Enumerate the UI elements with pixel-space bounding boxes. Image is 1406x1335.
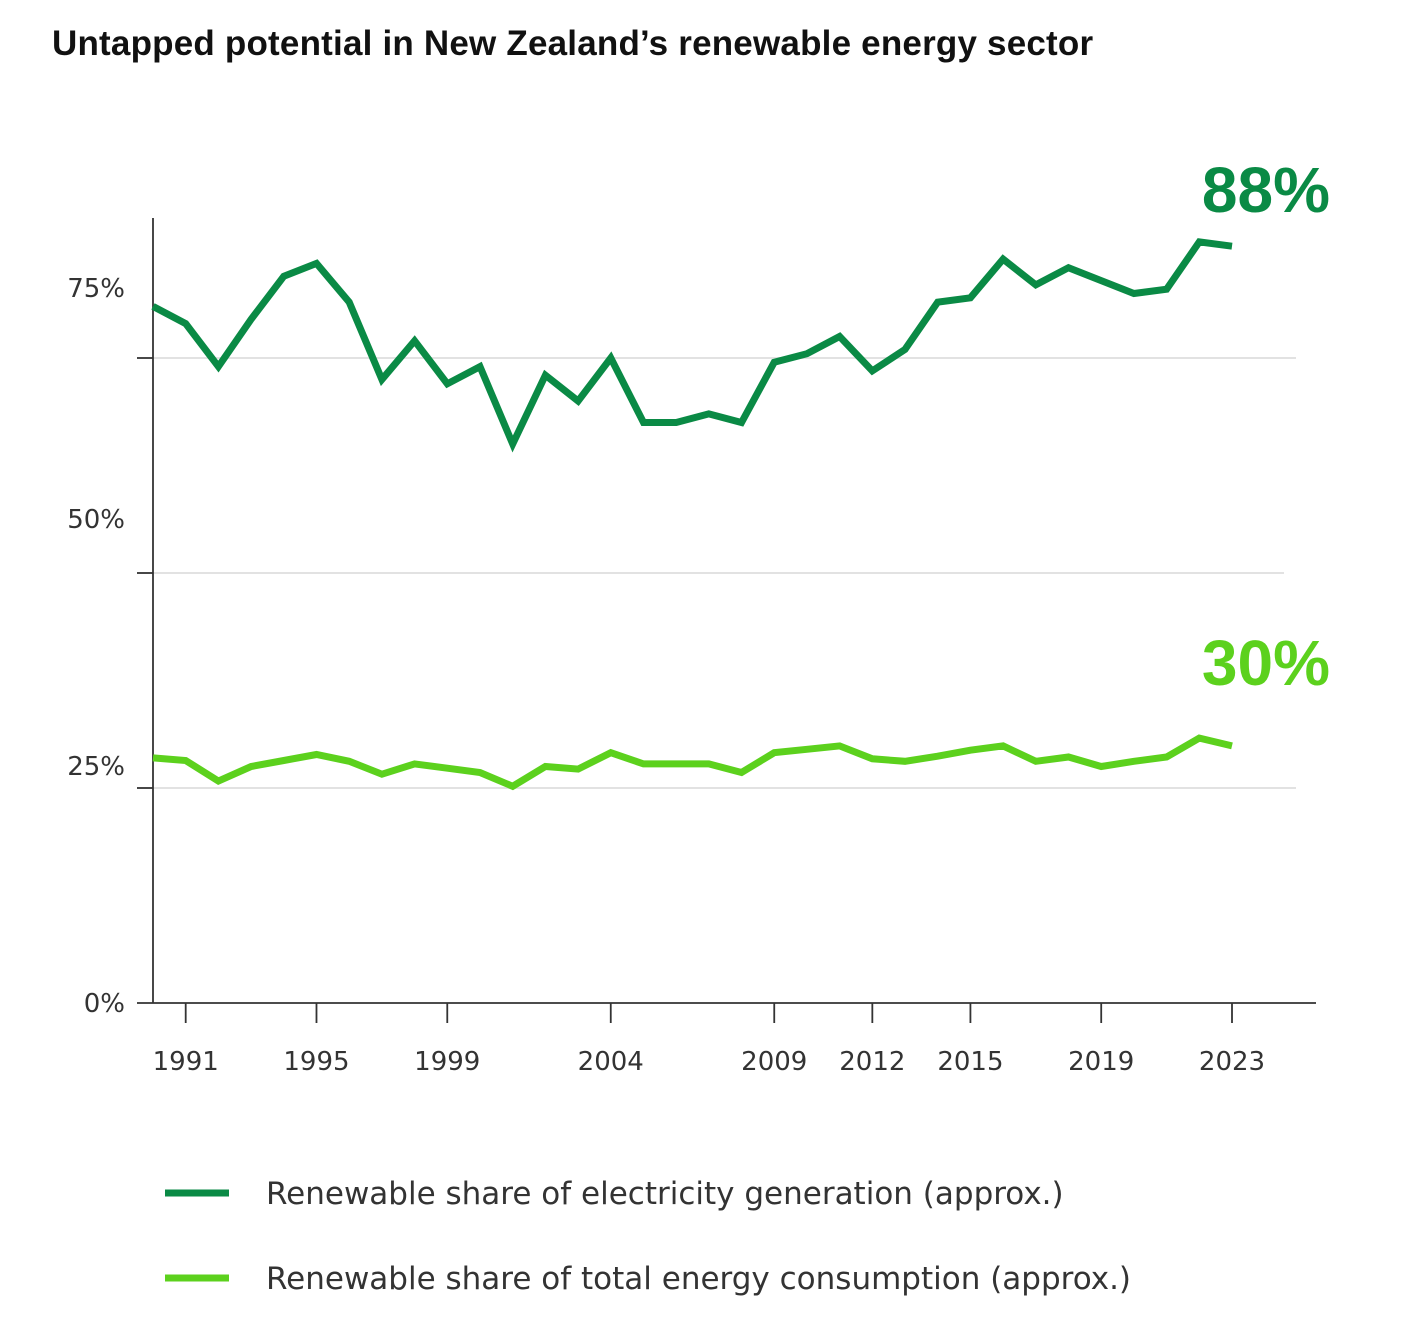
y-tick-label: 0% [84,989,125,1019]
legend: Renewable share of electricity generatio… [165,1176,1131,1297]
series-lines [151,238,1233,791]
axes [137,218,1316,1004]
end-value-label: 30% [1202,627,1330,699]
y-tick-label: 25% [67,752,125,782]
y-tick-label: 75% [67,274,125,304]
x-tick-label: 2015 [937,1047,1003,1077]
x-tick-label: 1999 [414,1047,480,1077]
x-tick-label: 1995 [283,1047,349,1077]
x-tick-label: 2012 [839,1047,905,1077]
end-labels: 88% 30% [1202,154,1330,699]
gridlines [153,357,1296,789]
x-tick-label: 2009 [741,1047,807,1077]
x-tick-label: 1991 [153,1047,219,1077]
axis-ticks: 0% 25% 50% 75% 1991 1995 1999 2004 2009 2012 2015 2… [67,274,1265,1077]
series-line-energy-consumption [152,734,1233,791]
x-tick-label: 2019 [1068,1047,1134,1077]
end-value-label: 88% [1202,154,1330,226]
chart-title: Untapped potential in New Zealand’s rene… [52,24,1094,63]
x-tick-label: 2004 [578,1047,644,1077]
series-line-electricity [151,238,1233,453]
y-tick-label: 50% [67,505,125,535]
legend-label: Renewable share of total energy consumpt… [266,1261,1131,1297]
legend-label: Renewable share of electricity generatio… [266,1176,1064,1212]
x-tick-label: 2023 [1199,1047,1265,1077]
